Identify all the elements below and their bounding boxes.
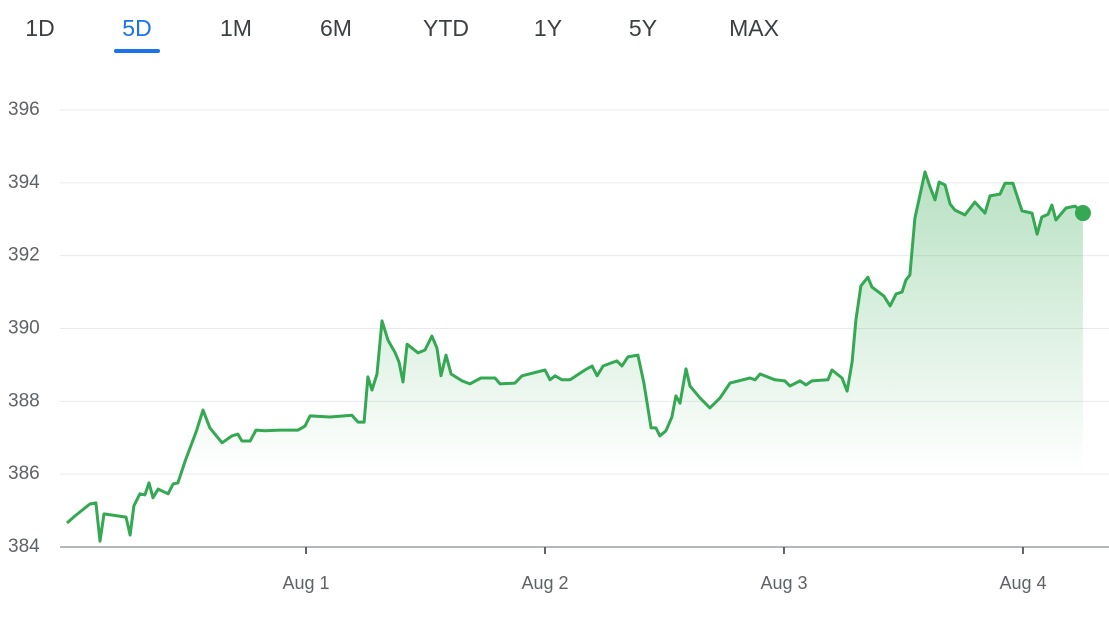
x-tick-label: Aug 3 (760, 573, 807, 593)
range-tab[interactable]: 1D (25, 15, 54, 41)
x-tick-label: Aug 2 (521, 573, 568, 593)
range-tab[interactable]: 6M (320, 15, 352, 41)
y-tick-label: 396 (8, 99, 40, 120)
y-tick-label: 390 (8, 318, 40, 339)
y-tick-label: 388 (8, 390, 40, 411)
range-tab[interactable]: 5Y (629, 15, 657, 41)
range-tab[interactable]: 1Y (534, 15, 562, 41)
y-tick-label: 394 (8, 172, 40, 193)
range-tab[interactable]: MAX (729, 15, 779, 41)
y-tick-label: 386 (8, 463, 40, 484)
x-tick-label: Aug 1 (282, 573, 329, 593)
x-tick-label: Aug 4 (999, 573, 1046, 593)
tab-underline (114, 49, 160, 53)
y-tick-label: 384 (8, 536, 40, 557)
range-tab[interactable]: 1M (220, 15, 252, 41)
price-line (66, 170, 1084, 543)
area-fill (67, 171, 1083, 547)
end-dot (1074, 205, 1091, 222)
range-tab[interactable]: YTD (423, 15, 469, 41)
range-tab[interactable]: 5D (122, 15, 151, 41)
y-tick-label: 392 (8, 245, 40, 266)
